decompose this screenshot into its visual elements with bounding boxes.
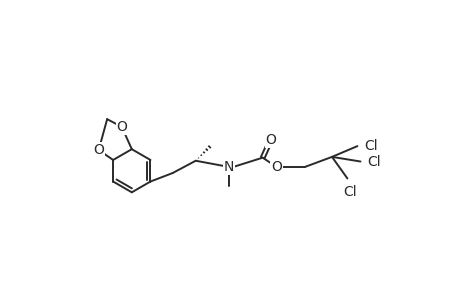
- Text: O: O: [270, 160, 281, 174]
- Text: Cl: Cl: [367, 154, 380, 169]
- Text: O: O: [93, 143, 104, 157]
- Text: O: O: [265, 133, 276, 147]
- Text: Cl: Cl: [342, 184, 356, 199]
- Text: Cl: Cl: [364, 139, 377, 153]
- Text: N: N: [223, 160, 234, 174]
- Text: O: O: [116, 120, 127, 134]
